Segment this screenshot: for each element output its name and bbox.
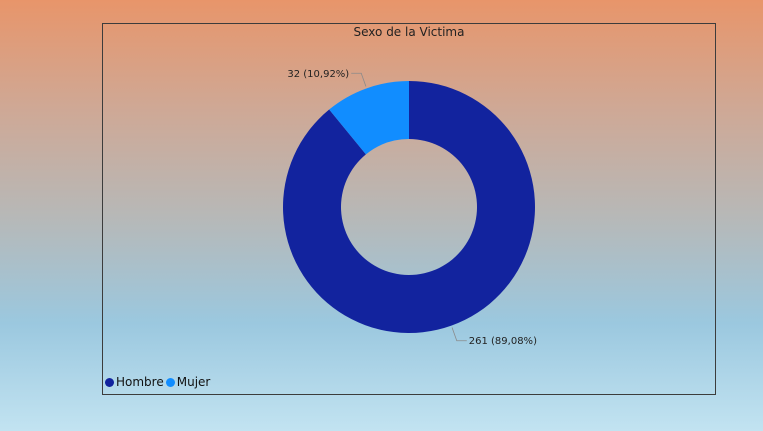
chart-title: Sexo de la Victima [354, 25, 465, 39]
leader-line-hombre [451, 327, 467, 342]
legend: Hombre Mujer [105, 375, 212, 389]
leader-line-mujer [351, 72, 367, 87]
legend-dot-mujer [165, 377, 175, 387]
legend-item-mujer[interactable]: Mujer [165, 375, 211, 389]
legend-label-hombre: Hombre [116, 375, 164, 389]
legend-label-mujer: Mujer [176, 375, 211, 389]
data-label-hombre: 261 (89,08%) [469, 336, 537, 347]
slice-hombre[interactable] [283, 81, 536, 333]
chart-frame [102, 23, 716, 395]
slice-mujer[interactable] [329, 81, 409, 155]
legend-dot-hombre [105, 377, 114, 387]
data-label-mujer: 32 (10,92%) [287, 69, 349, 80]
legend-item-hombre[interactable]: Hombre [105, 375, 164, 389]
